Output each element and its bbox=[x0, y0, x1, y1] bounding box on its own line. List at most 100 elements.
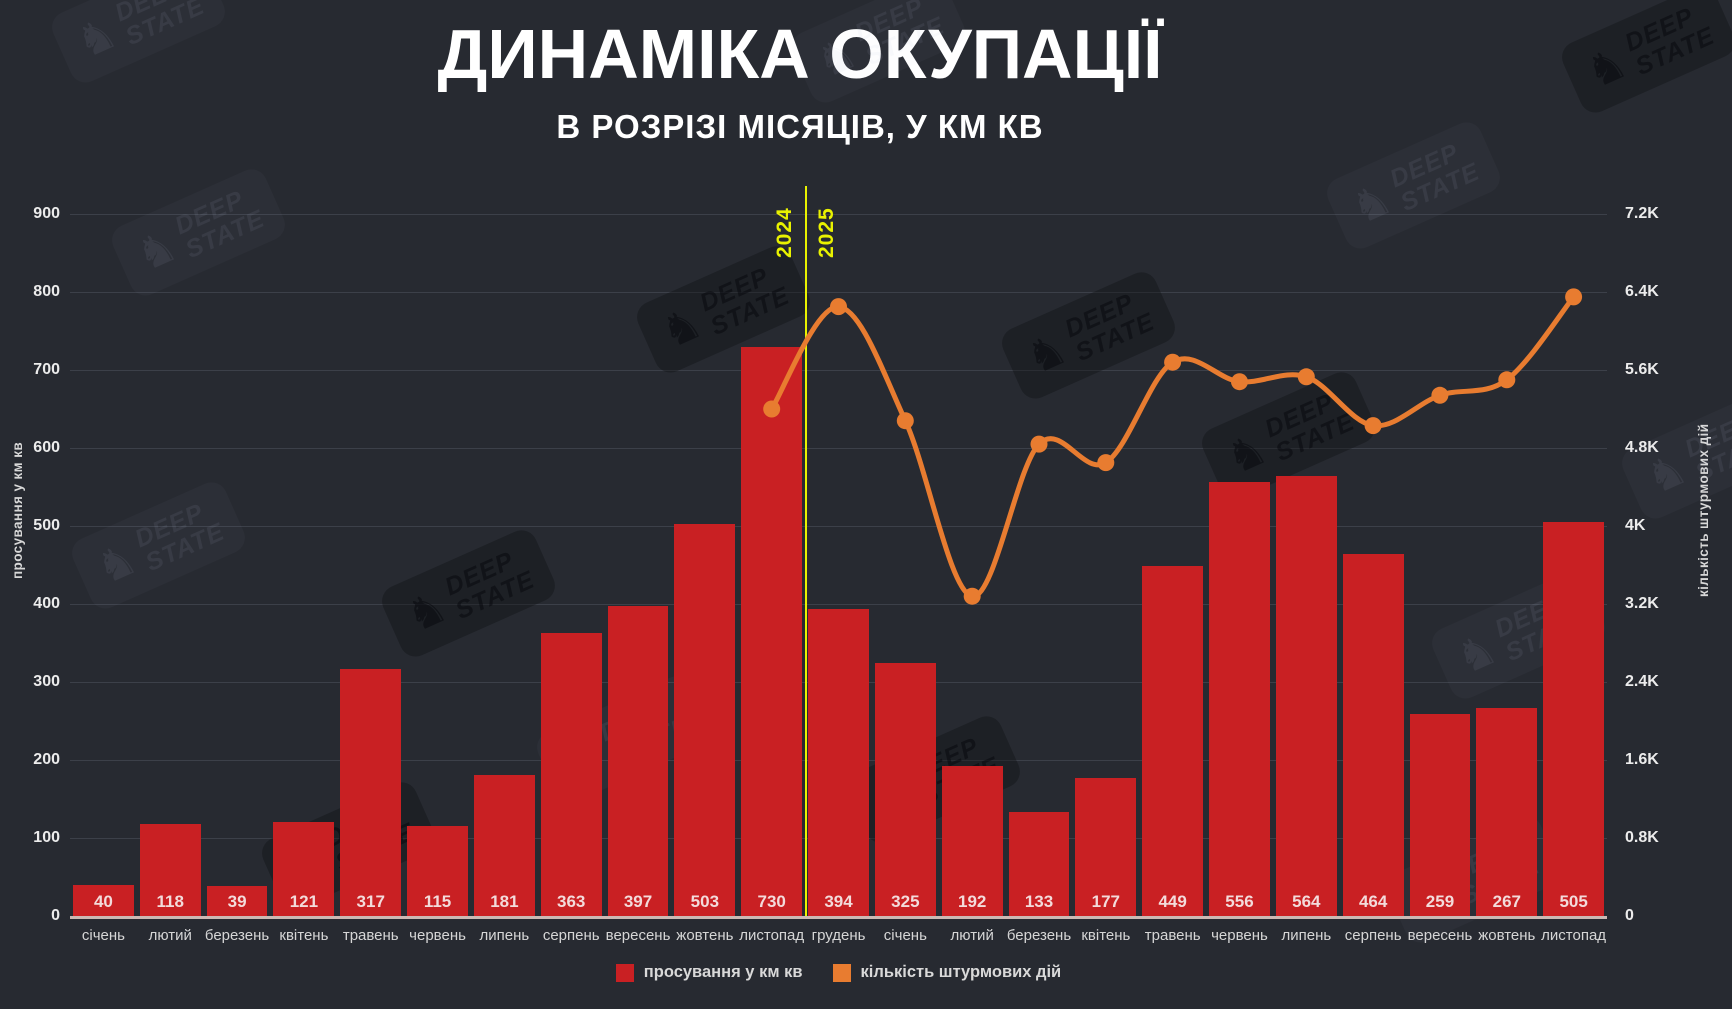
bar: 730 bbox=[741, 346, 803, 916]
bar-slot: 556 bbox=[1206, 214, 1273, 916]
left-axis-tick: 100 bbox=[33, 828, 60, 846]
month-label: березень bbox=[204, 927, 270, 944]
month-label: лютий bbox=[148, 927, 192, 944]
line-point bbox=[1030, 435, 1048, 453]
left-axis-tick: 700 bbox=[33, 360, 60, 378]
left-axis-tick: 600 bbox=[33, 438, 60, 456]
bar-slot: 397 bbox=[605, 214, 672, 916]
bar-value-label: 503 bbox=[690, 892, 720, 911]
bar-value-label: 181 bbox=[490, 892, 519, 911]
right-axis-tick: 0 bbox=[1625, 907, 1634, 924]
bar-slot: 177 bbox=[1072, 214, 1139, 916]
bar-value-label: 177 bbox=[1091, 892, 1121, 911]
right-axis-tick: 1.6K bbox=[1625, 751, 1659, 768]
bar-series: 40 118 39 121 317 115 181 363 397 503 730 394 325 192… bbox=[70, 214, 1607, 916]
bar-value-label: 449 bbox=[1158, 892, 1187, 911]
bar-slot: 40 bbox=[70, 214, 137, 916]
legend-label: кількість штурмових дій bbox=[860, 963, 1062, 981]
bar-value-label: 192 bbox=[957, 892, 987, 911]
bar: 118 bbox=[139, 823, 201, 916]
right-axis-ticks: 7.2K 6.4K 5.6K 4.8K 4K 3.2K 2.4K 1.6K 0.8K 0 bbox=[1625, 205, 1685, 924]
bar: 192 bbox=[941, 766, 1003, 916]
month-label: вересень bbox=[1407, 927, 1473, 944]
line-point bbox=[1231, 373, 1248, 391]
left-axis-tick: 300 bbox=[33, 672, 60, 690]
bar: 564 bbox=[1275, 476, 1337, 916]
bar-value-label: 118 bbox=[156, 892, 184, 911]
month-label: квітень bbox=[1081, 927, 1131, 944]
bar: 505 bbox=[1543, 522, 1605, 916]
right-axis-tick: 6.4K bbox=[1625, 282, 1659, 300]
bar: 267 bbox=[1476, 707, 1538, 916]
line-point bbox=[1164, 353, 1182, 371]
legend: просування у км кв кількість штурмових ді… bbox=[70, 963, 1607, 982]
bar: 449 bbox=[1142, 565, 1204, 916]
bar-slot: 115 bbox=[404, 214, 471, 916]
year-divider-line bbox=[805, 186, 808, 916]
gridline bbox=[70, 369, 1607, 371]
month-label: жовтень bbox=[676, 927, 734, 944]
month-label: грудень bbox=[811, 927, 866, 944]
month-label: вересень bbox=[605, 927, 671, 944]
month-label: травень bbox=[342, 927, 399, 944]
line-point bbox=[830, 298, 847, 316]
right-axis-tick: 0.8K bbox=[1625, 828, 1659, 846]
bar-slot: 192 bbox=[939, 214, 1006, 916]
bar-value-label: 133 bbox=[1024, 892, 1054, 911]
bar-slot: 363 bbox=[538, 214, 605, 916]
bar: 181 bbox=[473, 774, 535, 916]
bar-value-label: 397 bbox=[623, 892, 653, 911]
bar-slot: 564 bbox=[1273, 214, 1340, 916]
right-axis-tick: 4K bbox=[1625, 516, 1646, 534]
legend-swatch-advance bbox=[615, 963, 634, 982]
bar: 133 bbox=[1008, 812, 1070, 916]
bar: 40 bbox=[73, 884, 134, 916]
bar: 325 bbox=[874, 662, 936, 916]
legend-item: кількість штурмових дій bbox=[832, 963, 1062, 982]
bar-slot: 394 bbox=[805, 214, 872, 916]
bar-slot: 133 bbox=[1006, 214, 1073, 916]
bar-value-label: 730 bbox=[757, 892, 786, 911]
watermark-text: DEEP bbox=[1620, 2, 1699, 58]
bar-slot: 39 bbox=[204, 214, 271, 916]
bar-value-label: 39 bbox=[227, 892, 247, 911]
line-point bbox=[963, 587, 981, 605]
bar: 556 bbox=[1209, 482, 1270, 916]
watermark-text: STATE bbox=[1631, 21, 1719, 81]
bar: 363 bbox=[540, 632, 602, 916]
bar-value-label: 121 bbox=[289, 892, 319, 911]
bar-slot: 267 bbox=[1473, 214, 1540, 916]
bar-slot: 121 bbox=[270, 214, 337, 916]
left-axis-tick: 900 bbox=[33, 205, 60, 222]
right-axis-tick: 5.6K bbox=[1625, 360, 1659, 378]
right-axis-tick: 2.4K bbox=[1625, 672, 1659, 690]
month-label: січень bbox=[883, 927, 927, 944]
assault-line-svg bbox=[763, 288, 1583, 605]
bar-slot: 505 bbox=[1540, 214, 1607, 916]
bar: 394 bbox=[808, 608, 869, 916]
gridline bbox=[70, 291, 1607, 293]
bar-value-label: 505 bbox=[1559, 892, 1588, 911]
left-axis-tick: 400 bbox=[33, 595, 60, 612]
left-axis-tick: 800 bbox=[33, 282, 60, 300]
left-axis-ticks: 900 800 700 600 500 400 300 200 100 0 bbox=[14, 205, 60, 924]
gridline bbox=[70, 448, 1607, 449]
left-axis-tick: 500 bbox=[33, 516, 60, 534]
line-point bbox=[1297, 368, 1315, 386]
month-labels: січень лютий березень квітень травень червень… bbox=[70, 927, 1607, 944]
bar-slot: 317 bbox=[337, 214, 404, 916]
line-point bbox=[1097, 454, 1115, 472]
right-axis-tick: 7.2K bbox=[1625, 205, 1659, 222]
bar-value-label: 267 bbox=[1492, 892, 1521, 911]
month-label: червень bbox=[1211, 927, 1268, 944]
line-point bbox=[1498, 371, 1516, 389]
bar-slot: 181 bbox=[471, 214, 538, 916]
left-axis-tick: 200 bbox=[33, 751, 60, 768]
bar-value-label: 259 bbox=[1425, 892, 1455, 911]
plot-area: 40 118 39 121 317 115 181 363 397 503 730 394 325 192… bbox=[70, 186, 1607, 944]
bar-value-label: 564 bbox=[1292, 892, 1321, 911]
bar: 121 bbox=[273, 821, 335, 916]
legend-item: просування у км кв bbox=[615, 963, 803, 982]
bar: 177 bbox=[1075, 777, 1137, 916]
